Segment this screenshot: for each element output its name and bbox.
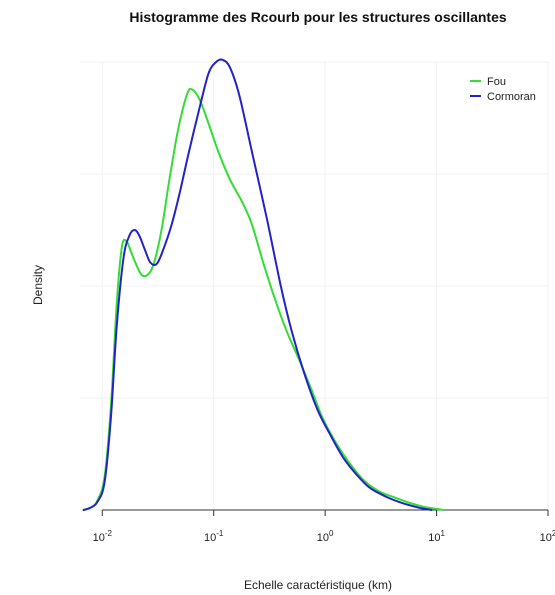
x-tick-label: 101 [428, 529, 445, 544]
x-axis: 10-2 10-1 100 101 102 [93, 509, 555, 544]
chart-title: Histogramme des Rcourb pour les structur… [129, 9, 507, 25]
series-line-fou [82, 87, 445, 511]
x-tick-label: 10-2 [93, 529, 113, 544]
grid [80, 61, 549, 511]
series-line-cormoran [82, 58, 433, 511]
legend: Fou Cormoran [470, 76, 536, 103]
x-tick-label: 10-1 [204, 529, 224, 544]
series-lines [82, 58, 445, 511]
x-tick-label: 102 [540, 529, 555, 544]
legend-label-fou: Fou [487, 76, 506, 88]
x-axis-label: Echelle caractéristique (km) [244, 578, 392, 592]
y-axis-label: Density [31, 265, 45, 305]
x-tick-label: 100 [317, 529, 334, 544]
legend-label-cormoran: Cormoran [487, 91, 536, 103]
